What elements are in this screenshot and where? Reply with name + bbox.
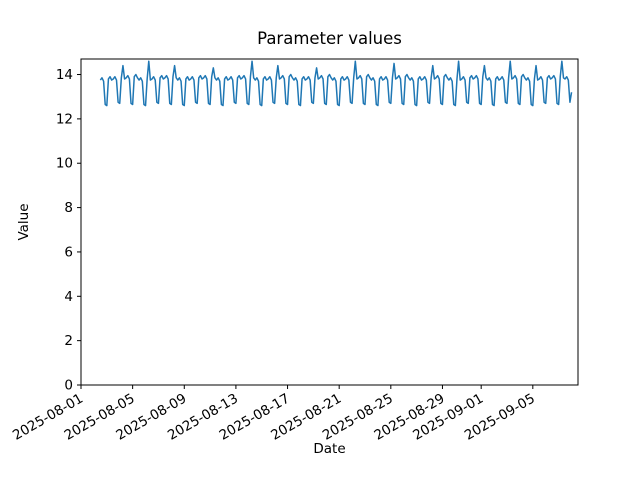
chart-title: Parameter values <box>257 29 402 48</box>
x-axis-label: Date <box>313 441 346 457</box>
plot-box <box>80 58 579 386</box>
y-tick-label: 4 <box>64 289 73 305</box>
data-line-series <box>99 60 573 107</box>
y-tick-label: 12 <box>56 111 73 127</box>
y-tick-label: 14 <box>56 67 73 83</box>
y-axis-label: Value <box>16 203 32 241</box>
y-tick-label: 8 <box>64 200 73 216</box>
y-tick-label: 2 <box>64 333 73 349</box>
y-tick-label: 10 <box>56 156 73 172</box>
y-tick-label: 6 <box>64 244 73 260</box>
y-tick-label: 0 <box>64 378 73 394</box>
